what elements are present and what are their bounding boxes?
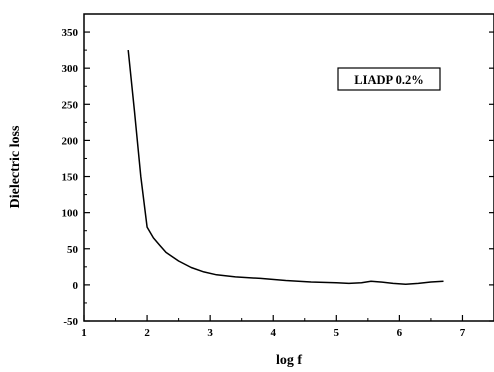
y-tick-label: 100 xyxy=(62,208,79,220)
y-tick-label: -50 xyxy=(63,316,78,328)
y-tick-label: 50 xyxy=(67,244,79,256)
legend-box xyxy=(337,67,441,91)
y-axis-label: Dielectric loss xyxy=(8,125,23,208)
y-tick-label: 250 xyxy=(62,99,79,111)
x-tick-label: 3 xyxy=(207,327,213,339)
x-axis-label: log f xyxy=(276,353,302,368)
y-tick-label: 350 xyxy=(62,27,79,39)
right-axis-ticks xyxy=(489,31,494,322)
y-tick-label: 0 xyxy=(73,280,79,292)
series-line xyxy=(127,50,444,285)
x-tick-label: 4 xyxy=(270,327,276,339)
y-tick-label: 150 xyxy=(62,172,79,184)
x-axis-ticks: 1 2 3 4 5 6 7 xyxy=(81,315,466,339)
legend-label: LIADP 0.2% xyxy=(354,73,423,87)
x-tick-label: 6 xyxy=(397,327,403,339)
y-tick-label: 300 xyxy=(62,63,79,75)
plot-frame xyxy=(83,13,494,322)
y-axis-ticks: -50 0 50 100 150 200 250 300 350 xyxy=(62,27,90,328)
x-tick-label: 7 xyxy=(460,327,466,339)
legend: LIADP 0.2% xyxy=(337,67,441,91)
y-tick-label: 200 xyxy=(62,135,79,147)
x-tick-label: 5 xyxy=(334,327,340,339)
x-tick-label: 2 xyxy=(144,327,150,339)
x-tick-label: 1 xyxy=(81,327,87,339)
